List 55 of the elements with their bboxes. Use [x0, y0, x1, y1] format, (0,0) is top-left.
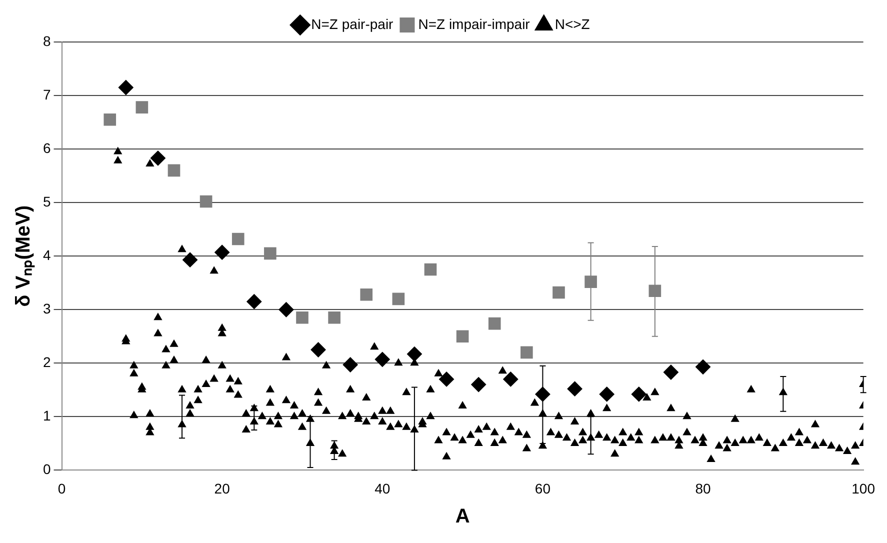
y-axis-title: δ Vₙₚ(MeV)	[12, 205, 36, 307]
x-tick-label: 100	[852, 480, 876, 496]
y-tick-label: 5	[42, 193, 51, 210]
point	[214, 244, 230, 260]
point	[136, 101, 148, 114]
point	[278, 302, 294, 318]
x-tick-label: 60	[534, 480, 551, 496]
point	[328, 311, 340, 324]
point	[182, 252, 198, 268]
legend-label: N=Z impair-impair	[418, 16, 530, 32]
point	[424, 263, 437, 276]
y-tick-label: 0	[42, 461, 51, 478]
y-tick-label: 2	[42, 354, 51, 370]
point	[310, 342, 326, 358]
point	[663, 364, 678, 380]
x-tick-label: 0	[58, 480, 66, 496]
point	[168, 164, 180, 177]
x-tick-label: 40	[374, 480, 390, 496]
x-tick-label: 80	[695, 480, 712, 496]
point	[439, 372, 454, 387]
point	[696, 359, 711, 374]
y-tick-label: 7	[42, 86, 51, 102]
y-tick-label: 3	[42, 300, 51, 316]
x-tick-label: 20	[214, 480, 230, 496]
point	[246, 294, 262, 310]
point	[520, 346, 533, 359]
point	[456, 330, 469, 343]
point	[567, 381, 582, 396]
point	[648, 284, 662, 298]
point	[342, 357, 358, 372]
point	[392, 292, 405, 306]
point	[374, 352, 390, 367]
point	[471, 377, 486, 392]
y-tick-label: 6	[42, 140, 51, 156]
point	[488, 317, 501, 330]
point	[503, 372, 518, 387]
legend-label: N=Z pair-pair	[311, 16, 394, 32]
point	[200, 195, 212, 208]
legend-label: N<>Z	[554, 16, 590, 32]
y-tick-label: 1	[42, 408, 51, 424]
point	[296, 311, 308, 324]
point	[150, 150, 166, 166]
point	[360, 288, 373, 301]
point	[118, 80, 134, 95]
x-axis-title: A	[455, 506, 470, 528]
point	[552, 286, 565, 299]
point	[104, 113, 116, 126]
y-tick-label: 4	[42, 246, 51, 263]
point	[264, 247, 276, 260]
y-tick-label: 8	[42, 32, 51, 49]
point	[232, 232, 244, 246]
point	[406, 346, 422, 362]
point	[599, 386, 614, 402]
point	[631, 386, 646, 402]
point	[584, 276, 597, 288]
